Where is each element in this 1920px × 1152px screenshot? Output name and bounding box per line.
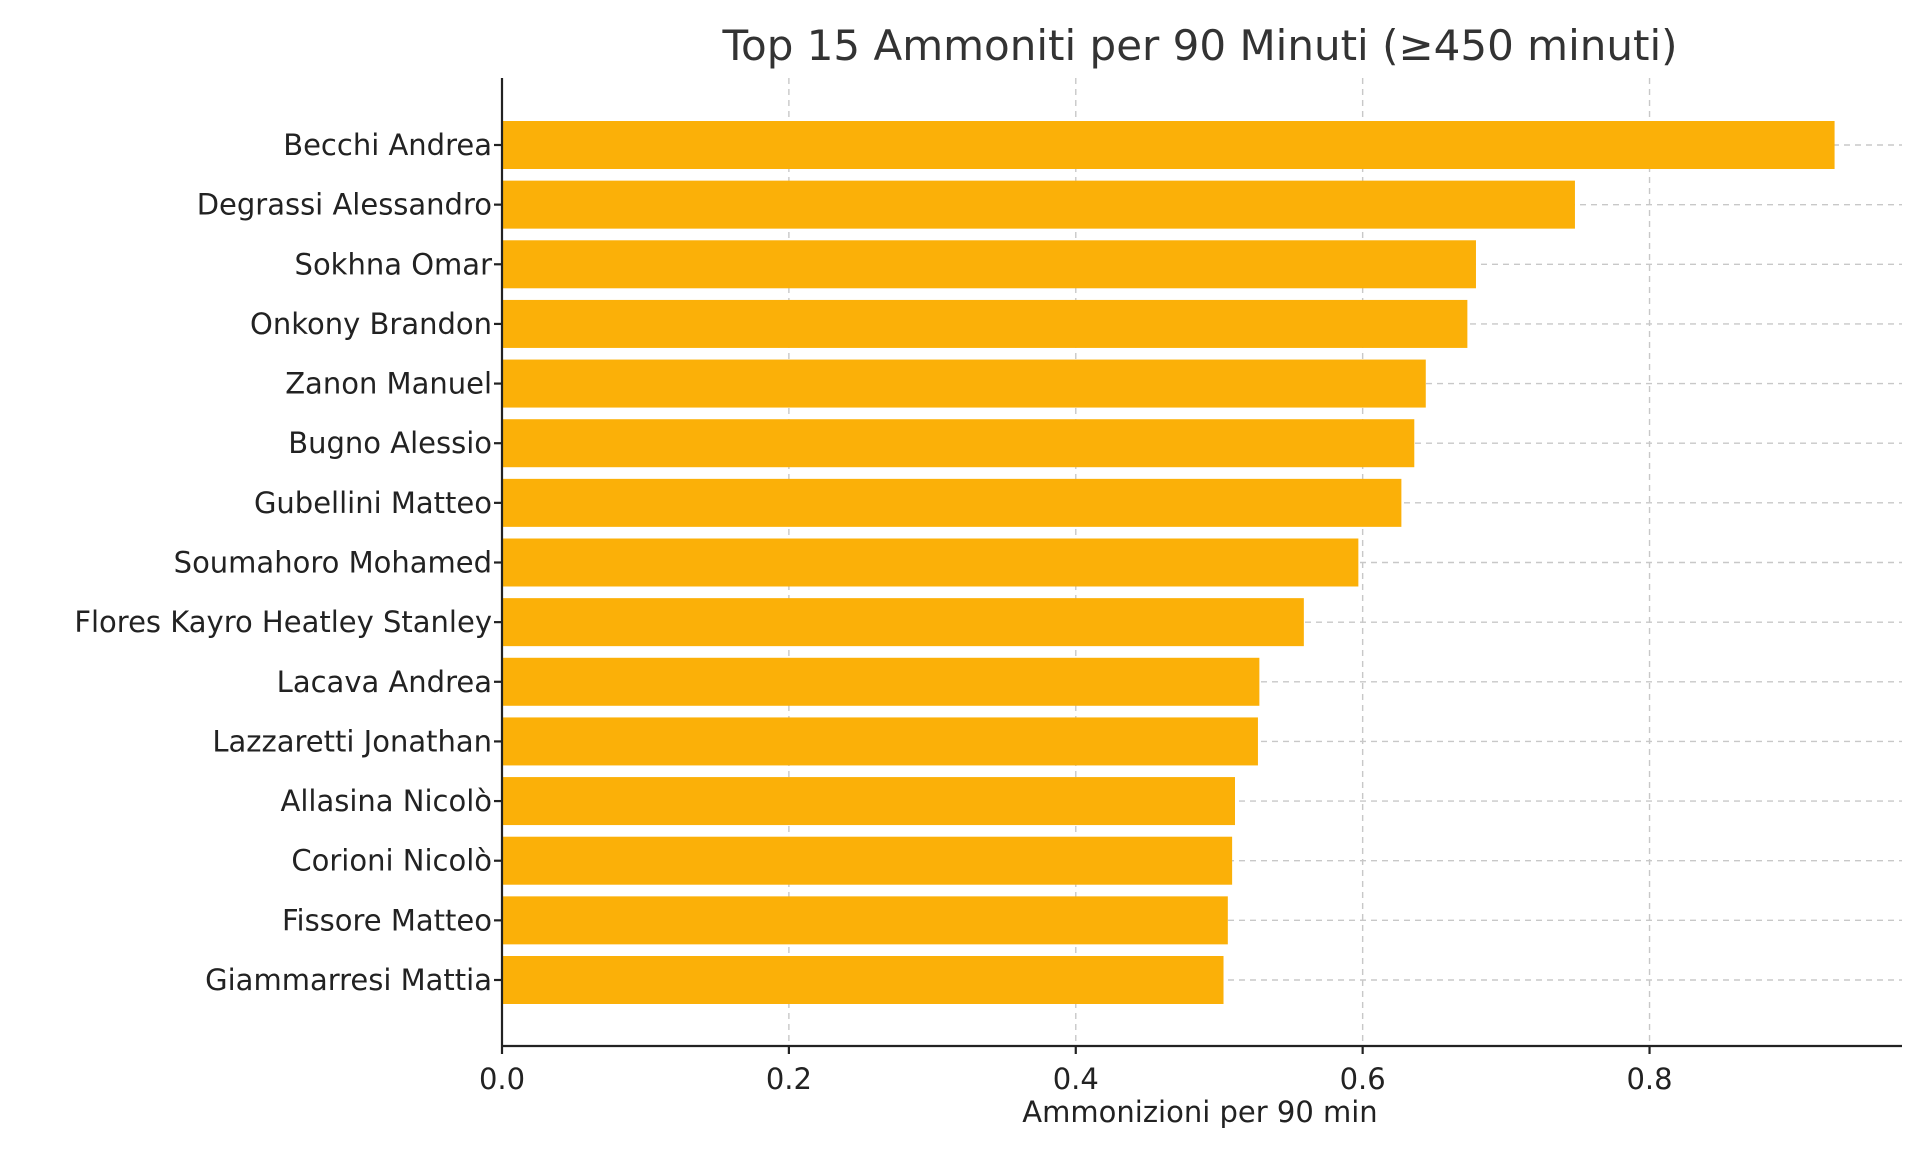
bar [502,419,1415,468]
x-tick-label: 0.6 [1340,1062,1386,1096]
category-label: Giammarresi Mattia [205,963,492,997]
category-label: Corioni Nicolò [291,844,492,878]
category-label: Degrassi Alessandro [197,188,492,222]
x-ticks: 0.0 0.2 0.4 0.6 0.8 [479,143,1673,1096]
x-tick-label: 0.2 [766,1062,812,1096]
category-label: Bugno Alessio [288,426,492,460]
category-label: Zanon Manuel [285,367,492,401]
bar [502,598,1304,647]
category-label: Becchi Andrea [283,128,492,162]
category-label: Soumahoro Mohamed [174,546,492,580]
bar [502,478,1402,527]
bar [502,180,1575,229]
category-label: Lazzaretti Jonathan [212,724,492,758]
chart-title: Top 15 Ammoniti per 90 Minuti (≥450 minu… [721,21,1677,70]
category-label: Sokhna Omar [295,247,493,281]
x-tick-label: 0.0 [479,1062,525,1096]
x-tick-label: 0.8 [1626,1062,1672,1096]
bar [502,717,1258,766]
bar [502,121,1835,169]
bar [502,836,1233,885]
bar [502,777,1235,826]
category-label: Fissore Matteo [282,903,492,937]
category-label: Flores Kayro Heatley Stanley [74,605,492,639]
category-label: Onkony Brandon [250,307,492,341]
bar [502,657,1260,706]
category-label: Allasina Nicolò [281,784,493,818]
x-tick-label: 0.4 [1053,1062,1099,1096]
bars [502,121,1835,1004]
x-axis-label: Ammonizioni per 90 min [1022,1095,1377,1129]
bar [502,240,1476,289]
y-category-labels: Becchi Andrea Degrassi Alessandro Sokhna O… [74,128,492,997]
category-label: Gubellini Matteo [254,486,492,520]
bar [502,299,1468,348]
bar [502,956,1224,1004]
bar [502,896,1228,945]
bar [502,538,1359,587]
bar [502,359,1426,408]
category-label: Lacava Andrea [277,665,492,699]
